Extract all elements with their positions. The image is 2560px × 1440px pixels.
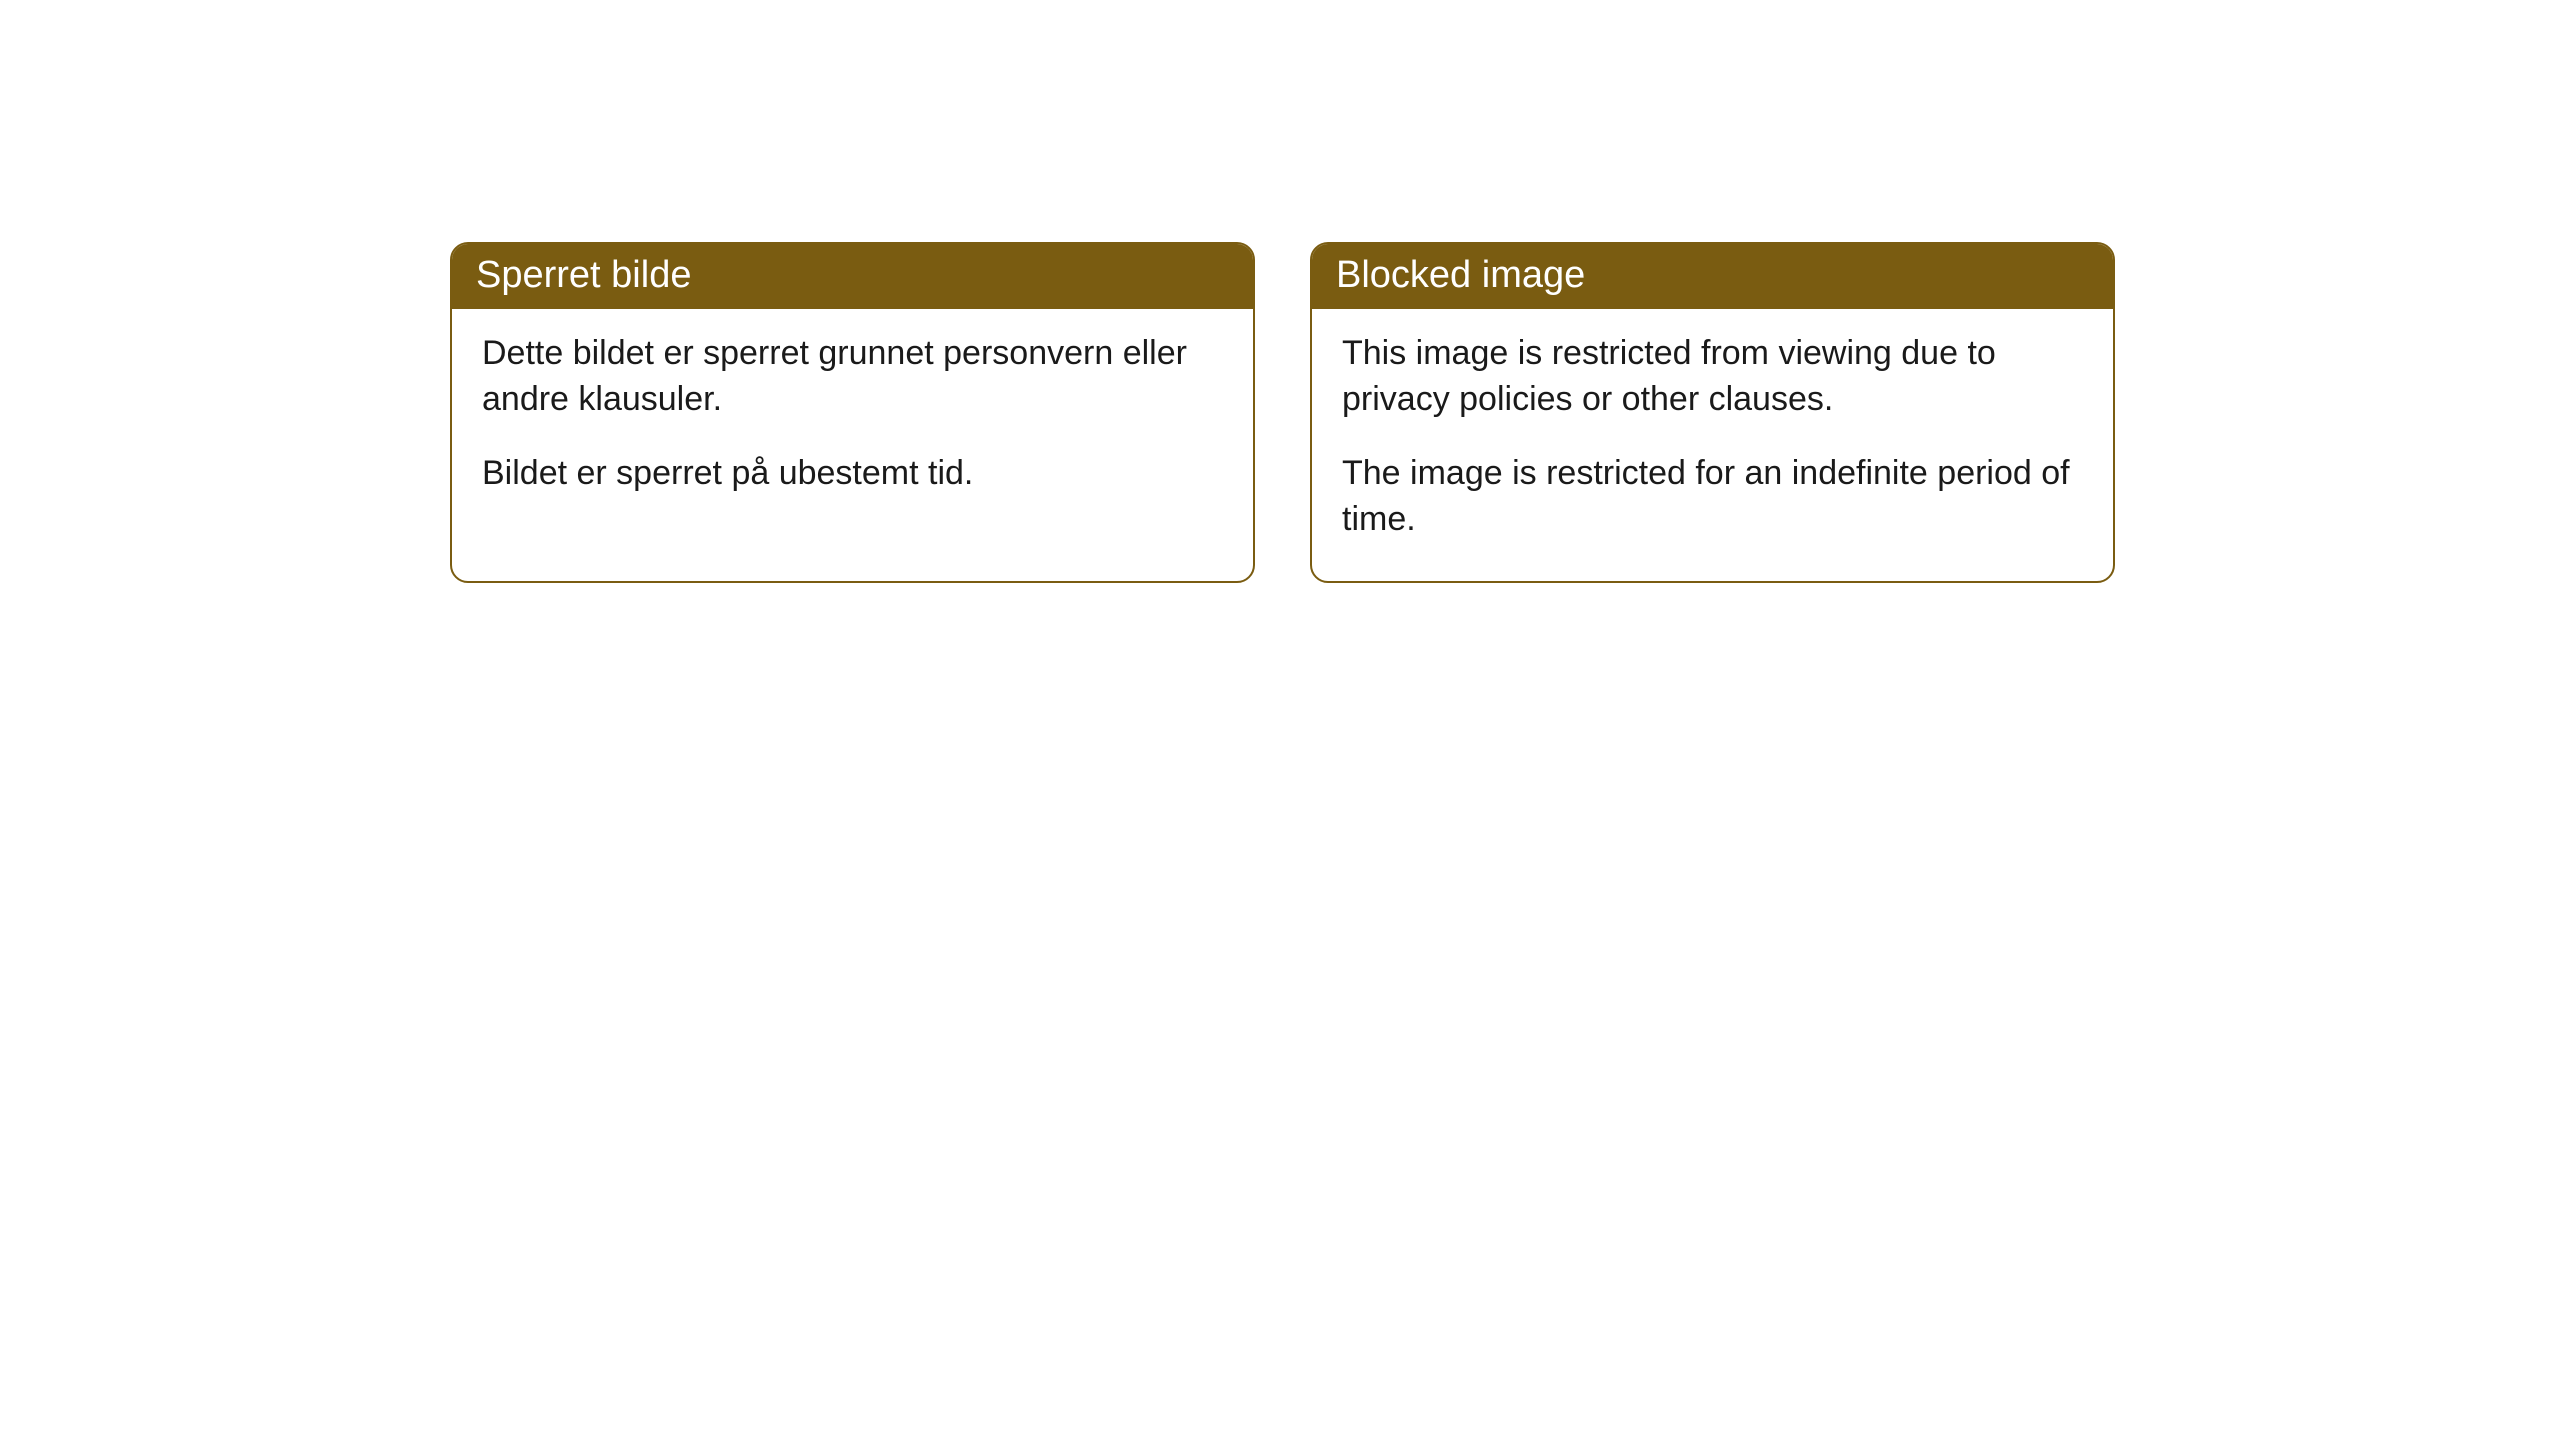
notice-title-english: Blocked image (1312, 244, 2113, 309)
notice-card-english: Blocked image This image is restricted f… (1310, 242, 2115, 583)
notice-body-english: This image is restricted from viewing du… (1312, 309, 2113, 581)
notice-text-english-2: The image is restricted for an indefinit… (1342, 451, 2083, 543)
notice-container: Sperret bilde Dette bildet er sperret gr… (0, 0, 2560, 583)
notice-text-norwegian-1: Dette bildet er sperret grunnet personve… (482, 331, 1223, 423)
notice-title-norwegian: Sperret bilde (452, 244, 1253, 309)
notice-card-norwegian: Sperret bilde Dette bildet er sperret gr… (450, 242, 1255, 583)
notice-text-english-1: This image is restricted from viewing du… (1342, 331, 2083, 423)
notice-body-norwegian: Dette bildet er sperret grunnet personve… (452, 309, 1253, 535)
notice-text-norwegian-2: Bildet er sperret på ubestemt tid. (482, 451, 1223, 497)
